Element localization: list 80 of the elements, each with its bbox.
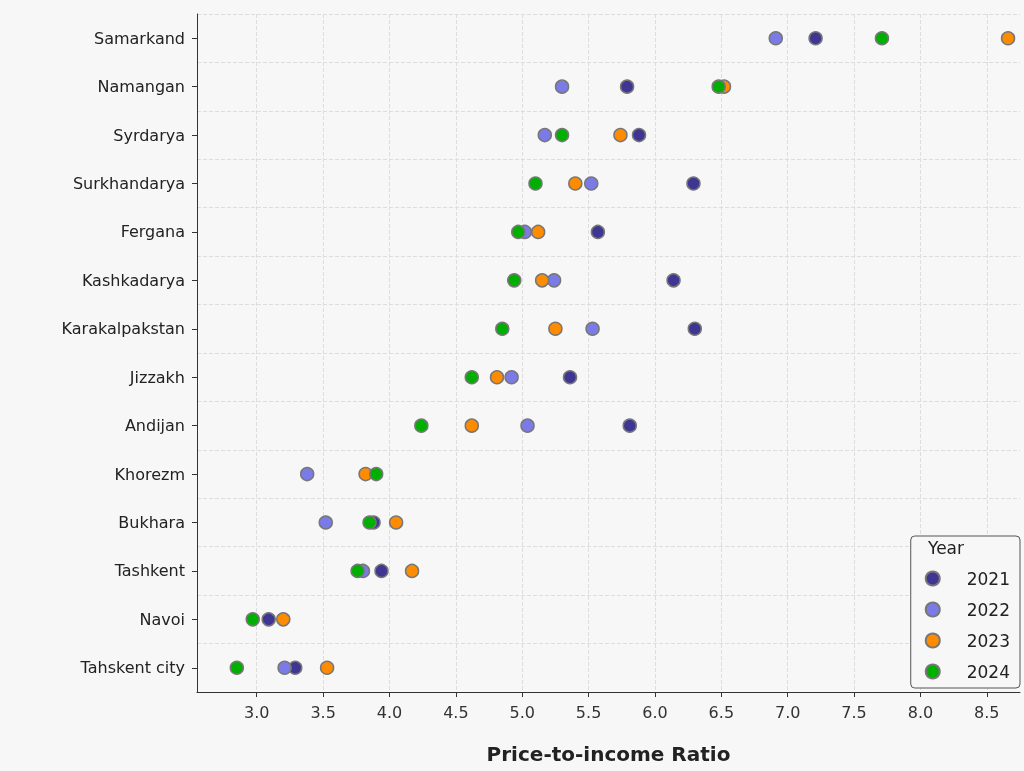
y-tick-label: Bukhara [118, 513, 185, 532]
point [489, 369, 505, 385]
point [590, 224, 606, 240]
point [374, 563, 389, 579]
y-tick-label: Tashkent [113, 561, 185, 581]
point [711, 79, 726, 94]
point [362, 515, 377, 530]
legend-label: 2023 [966, 630, 1010, 651]
point [507, 273, 522, 288]
y-tick-label: Fergana [120, 222, 185, 242]
point [276, 612, 291, 627]
point [511, 224, 526, 240]
x-tick-label: 6.5 [708, 702, 735, 722]
x-tick-label: 8.0 [907, 702, 934, 722]
point [687, 321, 703, 337]
point [299, 466, 315, 482]
x-tick-label: 6.0 [642, 702, 668, 722]
x-tick-label: 7.5 [841, 702, 867, 722]
point [520, 418, 535, 433]
y-tick-label: Jizzakh [128, 367, 185, 387]
point [619, 79, 635, 94]
legend-title: Year [927, 537, 965, 558]
point [548, 321, 563, 337]
point [568, 176, 583, 191]
point [537, 127, 553, 143]
x-tick-label: 5.5 [575, 702, 602, 722]
legend-label: 2022 [966, 599, 1010, 620]
point [622, 418, 637, 433]
point [495, 321, 510, 337]
y-tick-label: Namangan [97, 77, 185, 97]
y-tick-label: Karakalpakstan [61, 319, 185, 339]
y-tick-label: Navoi [139, 609, 185, 629]
y-tick-label: Tahskent city [79, 658, 185, 678]
point [464, 418, 480, 433]
x-tick-label: 3.5 [310, 702, 336, 722]
point [404, 563, 420, 579]
point [245, 612, 260, 627]
point [562, 369, 578, 385]
point [319, 660, 335, 676]
y-tick-label: Khorezm [114, 464, 185, 484]
point [528, 176, 543, 191]
point [277, 660, 292, 676]
point [666, 273, 681, 288]
point [261, 612, 276, 627]
point [464, 369, 480, 385]
x-tick-label: 7.0 [774, 702, 801, 722]
y-tick-label: Surkhandarya [72, 174, 185, 193]
legend-label: 2024 [966, 661, 1010, 682]
y-tick-label: Andijan [124, 416, 185, 436]
point [584, 176, 599, 191]
legend-label: 2021 [966, 568, 1010, 589]
point [534, 273, 550, 288]
x-tick-label: 8.5 [974, 702, 1000, 722]
point [530, 224, 546, 240]
point [350, 563, 365, 579]
point [554, 79, 570, 94]
x-tick-label: 5.0 [509, 702, 535, 722]
x-axis-title: Price-to-income Ratio [486, 742, 731, 766]
point [808, 30, 823, 46]
point [1000, 30, 1016, 46]
point [768, 30, 783, 46]
point [546, 273, 562, 288]
point [388, 515, 404, 530]
point [229, 660, 245, 676]
y-tick-label: Samarkand [93, 28, 185, 48]
point [414, 418, 429, 433]
point [368, 466, 384, 482]
point [686, 176, 701, 191]
point [504, 369, 519, 385]
point [874, 30, 890, 46]
x-tick-label: 3.0 [244, 702, 270, 722]
point [318, 515, 334, 530]
x-tick-label: 4.5 [443, 702, 469, 722]
point [554, 127, 570, 143]
y-tick-label: Syrdarya [113, 125, 185, 145]
y-tick-label: Kashkadarya [81, 270, 185, 290]
x-tick-label: 4.0 [376, 702, 403, 722]
point [585, 321, 600, 337]
point [613, 127, 628, 143]
point [631, 127, 647, 143]
